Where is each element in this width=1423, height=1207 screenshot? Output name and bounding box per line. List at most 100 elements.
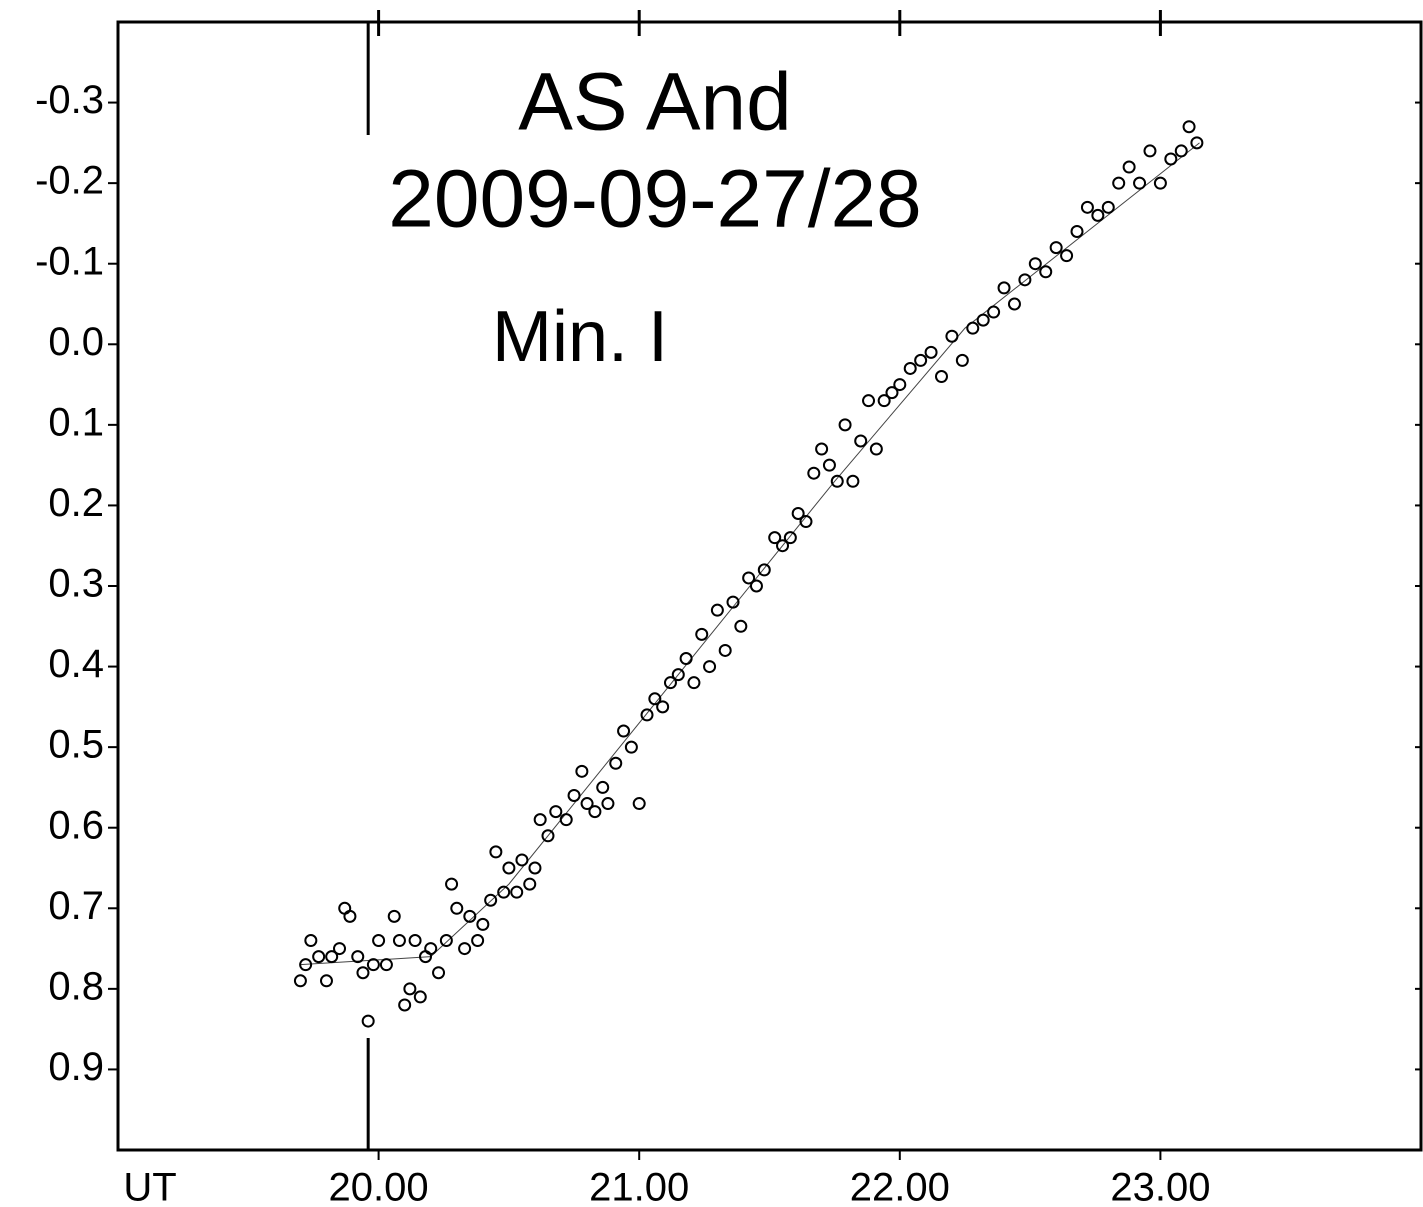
data-point <box>726 595 740 609</box>
data-point <box>632 797 646 811</box>
y-tick-label: 0.5 <box>48 723 104 767</box>
data-point <box>575 764 589 778</box>
data-point <box>663 676 677 690</box>
data-point <box>1007 297 1021 311</box>
y-tick-label: -0.1 <box>35 239 104 283</box>
x-tick-label: 23.00 <box>1110 1166 1210 1207</box>
data-point <box>319 974 333 988</box>
data-point <box>476 917 490 931</box>
data-point <box>757 563 771 577</box>
data-point <box>710 603 724 617</box>
x-tick-label: 22.00 <box>850 1166 950 1207</box>
data-point <box>559 813 573 827</box>
y-tick-label: 0.0 <box>48 320 104 364</box>
data-point <box>703 660 717 674</box>
y-tick-label: 0.6 <box>48 803 104 847</box>
data-point <box>523 877 537 891</box>
data-point <box>976 313 990 327</box>
data-point <box>924 345 938 359</box>
data-point <box>734 619 748 633</box>
data-point <box>687 676 701 690</box>
chart-title: AS And <box>518 57 792 148</box>
data-point <box>510 885 524 899</box>
data-point <box>601 797 615 811</box>
data-point <box>791 506 805 520</box>
y-tick-label: 0.9 <box>48 1045 104 1089</box>
data-point <box>387 909 401 923</box>
data-point <box>846 474 860 488</box>
data-point <box>471 934 485 948</box>
data-point <box>718 643 732 657</box>
data-point <box>1101 200 1115 214</box>
data-point <box>955 353 969 367</box>
data-point <box>299 958 313 972</box>
y-tick-label: 0.2 <box>48 481 104 525</box>
data-point <box>1091 208 1105 222</box>
data-point <box>293 974 307 988</box>
data-point <box>458 942 472 956</box>
y-tick-label: 0.8 <box>48 964 104 1008</box>
data-point <box>356 966 370 980</box>
data-point <box>424 942 438 956</box>
data-point <box>1174 144 1188 158</box>
data-point <box>799 515 813 529</box>
data-point <box>515 853 529 867</box>
data-point <box>463 909 477 923</box>
data-point <box>768 531 782 545</box>
data-point <box>1060 249 1074 263</box>
data-point <box>1133 176 1147 190</box>
data-point <box>934 370 948 384</box>
data-point <box>1153 176 1167 190</box>
data-point <box>398 998 412 1012</box>
data-point <box>333 942 347 956</box>
data-point <box>312 950 326 964</box>
data-point <box>497 885 511 899</box>
data-point <box>830 474 844 488</box>
data-point <box>325 950 339 964</box>
data-point <box>679 652 693 666</box>
data-point <box>1190 136 1204 150</box>
data-point <box>1182 120 1196 134</box>
data-point <box>541 829 555 843</box>
data-point <box>1028 257 1042 271</box>
fit-line <box>300 142 1200 966</box>
data-point <box>528 861 542 875</box>
data-point <box>648 692 662 706</box>
data-point <box>671 668 685 682</box>
y-tick-label: 0.7 <box>48 884 104 928</box>
data-point <box>439 934 453 948</box>
data-point <box>445 877 459 891</box>
data-point <box>1080 200 1094 214</box>
data-point <box>656 700 670 714</box>
data-point <box>502 861 516 875</box>
data-point <box>695 627 709 641</box>
data-point <box>1018 273 1032 287</box>
data-point <box>914 353 928 367</box>
data-point <box>489 845 503 859</box>
data-point <box>617 724 631 738</box>
data-point <box>1164 152 1178 166</box>
y-tick-label: 0.3 <box>48 562 104 606</box>
data-point <box>343 909 357 923</box>
data-point <box>379 958 393 972</box>
data-point <box>997 281 1011 295</box>
data-point <box>361 1014 375 1028</box>
x-tick-label: 20.00 <box>329 1166 429 1207</box>
data-point <box>903 361 917 375</box>
data-point <box>749 579 763 593</box>
data-point <box>854 434 868 448</box>
data-point <box>1070 224 1084 238</box>
data-point <box>304 934 318 948</box>
data-point <box>1049 241 1063 255</box>
data-point <box>869 442 883 456</box>
data-point <box>408 934 422 948</box>
data-point <box>885 386 899 400</box>
data-point <box>609 756 623 770</box>
data-point <box>1122 160 1136 174</box>
data-point <box>596 780 610 794</box>
data-point <box>484 893 498 907</box>
y-tick-label: -0.3 <box>35 78 104 122</box>
data-point <box>783 531 797 545</box>
data-point <box>815 442 829 456</box>
